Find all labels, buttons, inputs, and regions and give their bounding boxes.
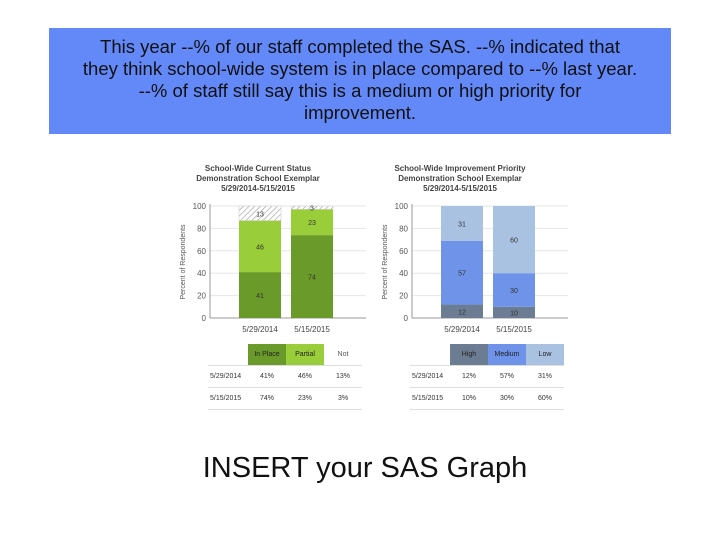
bar-data-label: 13: [256, 211, 264, 218]
x-tick-label: 5/15/2015: [294, 325, 330, 334]
current-status-table: In Place Partial Not 5/29/2014 41% 46% 13% 5/15…: [208, 344, 362, 410]
table-header: In Place: [248, 344, 286, 366]
y-axis-label: Percent of Respondents: [382, 224, 389, 300]
table-header: Not: [324, 344, 362, 366]
bar-data-label: 31: [458, 221, 466, 228]
table-cell: 10%: [450, 387, 488, 410]
y-tick-label: 0: [202, 314, 207, 323]
table-cell: 74%: [248, 387, 286, 410]
bar-data-label: 57: [458, 271, 466, 278]
bar-segment: [291, 209, 333, 236]
bar-segment: [239, 220, 281, 273]
bar-segment: [238, 205, 282, 221]
y-tick-label: 100: [395, 202, 409, 211]
headline-banner: This year --% of our staff completed the…: [49, 28, 671, 134]
bar-data-label: 30: [510, 288, 518, 295]
table-cell: 31%: [526, 365, 564, 388]
y-tick-label: 0: [404, 314, 409, 323]
bar-data-label: 60: [510, 238, 518, 245]
y-tick-label: 80: [399, 224, 408, 233]
table-cell: 13%: [324, 365, 362, 388]
chart-title-line: 5/29/2014-5/15/2015: [221, 184, 295, 193]
bar-segment: [239, 272, 281, 318]
table-corner: [410, 344, 450, 366]
table-corner: [208, 344, 248, 366]
table-header-row: High Medium Low: [410, 344, 564, 366]
table-cell: 46%: [286, 365, 324, 388]
improvement-priority-chart: School-Wide Improvement PriorityDemonstr…: [382, 164, 568, 334]
table-header-row: In Place Partial Not: [208, 344, 362, 366]
table-row-label: 5/29/2014: [208, 365, 248, 388]
current-status-chart: School-Wide Current StatusDemonstration …: [180, 164, 366, 334]
bar-data-label: 46: [256, 244, 264, 251]
table-cell: 30%: [488, 387, 526, 410]
bar-segment: [441, 240, 483, 305]
caption: INSERT your SAS Graph: [202, 452, 528, 484]
table-row-label: 5/29/2014: [410, 365, 450, 388]
banner-line-1: This year --% of our staff completed the…: [100, 36, 620, 57]
chart-title-line: School-Wide Improvement Priority: [394, 164, 526, 173]
table-row: 5/15/2015 74% 23% 3%: [208, 387, 362, 410]
y-tick-label: 60: [399, 247, 408, 256]
bar-data-label: 3: [310, 206, 314, 213]
x-tick-label: 5/15/2015: [496, 325, 532, 334]
improvement-priority-table: High Medium Low 5/29/2014 12% 57% 31% 5/15/2015…: [410, 344, 564, 410]
bar-segment: [441, 304, 483, 318]
banner-line-2: they think school-wide system is in plac…: [82, 58, 638, 79]
chart-title-line: 5/29/2014-5/15/2015: [423, 184, 497, 193]
bar-segment: [290, 205, 334, 210]
chart-title-line: School-Wide Current Status: [205, 164, 312, 173]
x-tick-label: 5/29/2014: [444, 325, 480, 334]
y-tick-label: 20: [399, 292, 408, 301]
table-row: 5/15/2015 10% 30% 60%: [410, 387, 564, 410]
bar-segment: [291, 235, 333, 318]
table-cell: 57%: [488, 365, 526, 388]
banner-line-3: --% of staff still say this is a medium …: [138, 80, 582, 101]
y-tick-label: 20: [197, 292, 206, 301]
chart-title-line: Demonstration School Exemplar: [398, 174, 522, 183]
bar-data-label: 74: [308, 275, 316, 282]
table-header: Low: [526, 344, 564, 366]
table-header: Partial: [286, 344, 324, 366]
table-cell: 41%: [248, 365, 286, 388]
bar-segment: [493, 206, 535, 274]
table-cell: 23%: [286, 387, 324, 410]
table-header: Medium: [488, 344, 526, 366]
chart-title-line: Demonstration School Exemplar: [196, 174, 320, 183]
table-cell: 3%: [324, 387, 362, 410]
y-tick-label: 60: [197, 247, 206, 256]
y-tick-label: 40: [197, 269, 206, 278]
table-cell: 60%: [526, 387, 564, 410]
x-tick-label: 5/29/2014: [242, 325, 278, 334]
table-row: 5/29/2014 12% 57% 31%: [410, 365, 564, 388]
banner-line-4: improvement.: [303, 102, 417, 123]
y-axis-label: Percent of Respondents: [180, 224, 187, 300]
table-header: High: [450, 344, 488, 366]
bar-data-label: 41: [256, 293, 264, 300]
y-tick-label: 100: [193, 202, 207, 211]
bar-segment: [493, 306, 535, 318]
bar-segment: [441, 206, 483, 241]
table-row-label: 5/15/2015: [208, 387, 248, 410]
table-row: 5/29/2014 41% 46% 13%: [208, 365, 362, 388]
table-row-label: 5/15/2015: [410, 387, 450, 410]
bar-segment: [493, 273, 535, 307]
bar-data-label: 12: [458, 309, 466, 316]
bar-data-label: 23: [308, 220, 316, 227]
y-tick-label: 80: [197, 224, 206, 233]
y-tick-label: 40: [399, 269, 408, 278]
table-cell: 12%: [450, 365, 488, 388]
bar-data-label: 10: [510, 310, 518, 317]
